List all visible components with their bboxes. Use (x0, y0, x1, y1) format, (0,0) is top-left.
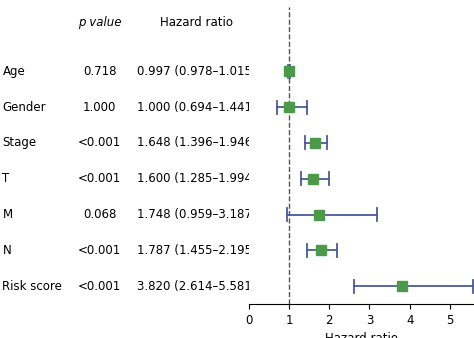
X-axis label: Hazard ratio: Hazard ratio (325, 333, 398, 338)
Text: 1.000 (0.694–1.441): 1.000 (0.694–1.441) (137, 101, 256, 114)
Text: 0.068: 0.068 (83, 208, 116, 221)
Text: 3.820 (2.614–5.581): 3.820 (2.614–5.581) (137, 280, 256, 293)
Text: p value: p value (78, 16, 121, 29)
Text: N: N (2, 244, 11, 257)
Text: <0.001: <0.001 (78, 244, 121, 257)
Text: <0.001: <0.001 (78, 137, 121, 149)
Text: 1.000: 1.000 (83, 101, 116, 114)
Text: 1.648 (1.396–1.946): 1.648 (1.396–1.946) (137, 137, 256, 149)
Text: Age: Age (2, 65, 25, 78)
Text: Risk score: Risk score (2, 280, 63, 293)
Text: 1.787 (1.455–2.195): 1.787 (1.455–2.195) (137, 244, 256, 257)
Text: Hazard ratio: Hazard ratio (160, 16, 233, 29)
Text: 1.600 (1.285–1.994): 1.600 (1.285–1.994) (137, 172, 256, 185)
Text: 0.718: 0.718 (83, 65, 116, 78)
Text: 1.748 (0.959–3.187): 1.748 (0.959–3.187) (137, 208, 256, 221)
Text: <0.001: <0.001 (78, 172, 121, 185)
Text: 0.997 (0.978–1.015): 0.997 (0.978–1.015) (137, 65, 256, 78)
Text: M: M (2, 208, 13, 221)
Text: <0.001: <0.001 (78, 280, 121, 293)
Text: T: T (2, 172, 10, 185)
Text: Gender: Gender (2, 101, 46, 114)
Text: Stage: Stage (2, 137, 36, 149)
